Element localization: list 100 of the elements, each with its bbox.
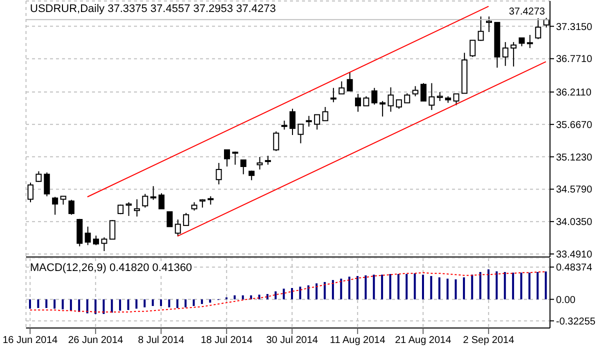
bar	[168, 299, 170, 308]
bar	[536, 272, 539, 300]
bar	[544, 271, 547, 300]
bar	[389, 274, 392, 300]
candlestick	[166, 211, 173, 228]
x-tick-label: 8 Jul 2014	[138, 335, 185, 346]
candlestick	[470, 40, 476, 58]
candlestick	[256, 156, 263, 170]
candlestick	[306, 115, 312, 128]
y-tick-label: 36.7710	[556, 54, 593, 66]
candlestick	[346, 72, 353, 92]
bar	[78, 299, 80, 312]
chart-title: MACD(12,26,9) 0.41820 0.41360	[30, 262, 192, 274]
candlestick	[535, 18, 542, 40]
candlestick	[428, 82, 435, 110]
bar	[446, 278, 449, 300]
candlestick	[502, 42, 508, 66]
candlestick	[109, 220, 116, 240]
bar	[528, 272, 530, 300]
bar	[471, 274, 474, 300]
candlestick	[363, 96, 370, 106]
candlestick	[248, 170, 255, 181]
candlestick	[158, 192, 164, 210]
bar	[381, 274, 384, 300]
candlestick	[142, 193, 148, 208]
candlestick	[526, 34, 533, 49]
chart-title: USDRUR,Daily 37.3375 37.4557 37.2953 37.4273	[30, 3, 276, 15]
bar	[496, 271, 498, 300]
bar	[242, 295, 244, 300]
bar	[86, 299, 88, 314]
y-tick-label: -0.32255	[556, 316, 596, 328]
candlestick	[28, 182, 34, 203]
bar	[324, 282, 326, 300]
bar	[94, 299, 96, 314]
y-tick-label: 34.0350	[556, 217, 593, 228]
ref-line-label: 37.4273	[508, 6, 546, 18]
bar	[372, 274, 375, 300]
candlestick	[126, 202, 132, 216]
bar	[200, 299, 203, 304]
x-tick-label: 16 Jun 2014	[2, 335, 58, 346]
bar	[356, 276, 358, 300]
candlestick	[150, 186, 156, 200]
bar	[37, 299, 40, 308]
y-tick-label: 35.6670	[556, 120, 593, 131]
candlestick	[330, 87, 336, 103]
y-tick-label: 0.00	[556, 294, 576, 306]
candlestick	[290, 108, 296, 136]
bar	[258, 294, 260, 300]
bar	[135, 299, 138, 309]
candlestick	[314, 114, 320, 130]
candlestick	[101, 236, 108, 252]
bar	[192, 299, 195, 306]
candlestick	[404, 92, 410, 104]
candlestick	[388, 86, 394, 112]
candlestick	[44, 172, 50, 197]
candlestick	[322, 106, 328, 122]
candlestick	[298, 124, 304, 144]
x-tick-label: 30 Jul 2014	[266, 335, 318, 346]
bar	[316, 283, 318, 300]
candlestick	[174, 218, 181, 237]
bar	[307, 285, 310, 300]
candlestick	[420, 82, 426, 102]
candlestick	[478, 16, 484, 42]
candlestick	[134, 198, 140, 218]
bar	[430, 276, 432, 300]
bar	[160, 299, 162, 306]
candlestick	[224, 149, 230, 168]
x-tick-label: 11 Aug 2014	[330, 335, 386, 346]
bar	[332, 280, 334, 300]
bar	[45, 299, 48, 308]
candlestick	[36, 170, 42, 182]
bar	[54, 299, 56, 309]
bar	[102, 299, 105, 314]
x-tick-label: 18 Jul 2014	[200, 335, 253, 346]
bar	[512, 272, 514, 300]
bar	[29, 299, 31, 309]
candlestick	[93, 235, 99, 246]
bar	[397, 274, 400, 300]
candlestick	[68, 199, 74, 216]
bar	[414, 273, 416, 300]
candlestick	[183, 212, 190, 226]
candlestick	[232, 151, 238, 166]
bar	[364, 275, 367, 300]
bar	[234, 295, 236, 300]
candlestick	[52, 196, 58, 216]
bar	[62, 299, 64, 310]
candlestick	[453, 93, 460, 106]
bar	[127, 299, 130, 310]
candlestick	[355, 93, 361, 112]
candlestick	[76, 218, 83, 247]
bar	[479, 272, 482, 300]
bar	[282, 288, 285, 300]
bar	[348, 276, 350, 300]
candlestick	[216, 162, 222, 185]
x-tick-label: 21 Aug 2014	[395, 335, 452, 346]
x-tick-label: 2 Sep 2014	[463, 335, 515, 346]
candlestick	[380, 100, 386, 117]
bar	[488, 269, 490, 300]
x-tick-label: 26 Jun 2014	[68, 335, 124, 346]
y-tick-label: 36.2110	[556, 88, 592, 99]
